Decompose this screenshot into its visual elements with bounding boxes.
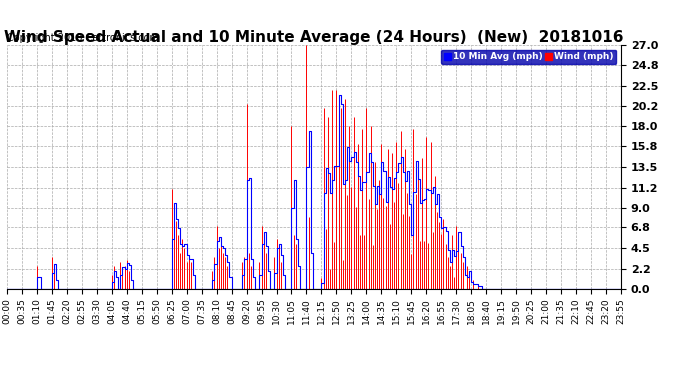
Title: Wind Speed Actual and 10 Minute Average (24 Hours)  (New)  20181016: Wind Speed Actual and 10 Minute Average … [4,30,624,45]
Legend: 10 Min Avg (mph), Wind (mph): 10 Min Avg (mph), Wind (mph) [441,50,616,64]
Text: Copyright 2018 Cartronics.com: Copyright 2018 Cartronics.com [7,33,159,43]
